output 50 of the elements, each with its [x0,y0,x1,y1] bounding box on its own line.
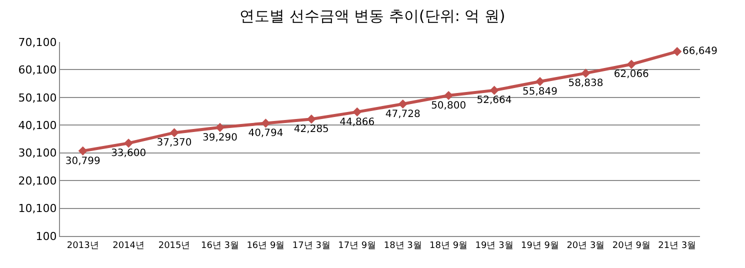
x-tick-label: 16년 3월 [200,240,240,251]
x-tick-label: 19년 9월 [520,240,560,251]
x-tick-label: 18년 3월 [384,240,422,251]
data-label: 50,800 [431,100,466,112]
data-label: 42,285 [294,124,329,135]
data-label: 66,649 [682,46,718,58]
point [535,76,545,86]
x-tick-label: 20년 9월 [612,240,650,251]
x-tick-label: 2014년 [112,240,145,251]
x-tick-label: 17년 9월 [338,240,376,251]
x-tick-label: 20년 3월 [566,240,605,251]
x-tick-label: 2015년 [158,240,190,251]
data-label: 58,838 [568,78,604,90]
y-tick-label: 20,100 [18,174,57,188]
point [124,138,134,148]
data-label: 55,849 [522,86,558,98]
data-label: 33,600 [111,148,146,160]
data-label: 47,728 [385,108,420,120]
chart-title: 연도별 선수금액 변동 추이(단위: 억 원) [240,7,506,26]
x-tick-label: 19년 3월 [475,240,514,251]
point [215,122,225,132]
point [398,99,408,109]
point [170,128,179,138]
data-label: 52,664 [476,95,512,106]
x-tick-label: 18년 9월 [430,240,468,251]
point [444,90,454,100]
data-label: 44,866 [340,116,375,128]
point [581,68,590,78]
point [261,118,270,128]
x-tick-label: 2013년 [66,240,99,251]
y-tick-label: 30,100 [18,146,57,160]
data-label: 30,799 [65,156,100,167]
point [672,47,682,56]
y-tick-label: 50,100 [18,91,57,104]
x-tick-label: 21년 3월 [658,240,696,251]
data-label: 40,794 [248,128,284,140]
data-label: 39,290 [202,132,238,144]
point [352,107,362,116]
y-tick-label: 100 [36,230,57,243]
y-tick-label: 70,100 [18,36,57,49]
data-label: 62,066 [614,69,649,80]
point [490,86,499,95]
y-tick-label: 10,100 [18,202,57,216]
point [78,146,88,156]
x-tick-label: 16년 9월 [246,240,285,251]
y-tick-label: 40,100 [18,118,57,132]
y-tick-label: 60,100 [18,64,57,77]
data-label: 37,370 [156,138,192,149]
x-tick-label: 17년 3월 [292,240,330,251]
point [626,60,636,69]
